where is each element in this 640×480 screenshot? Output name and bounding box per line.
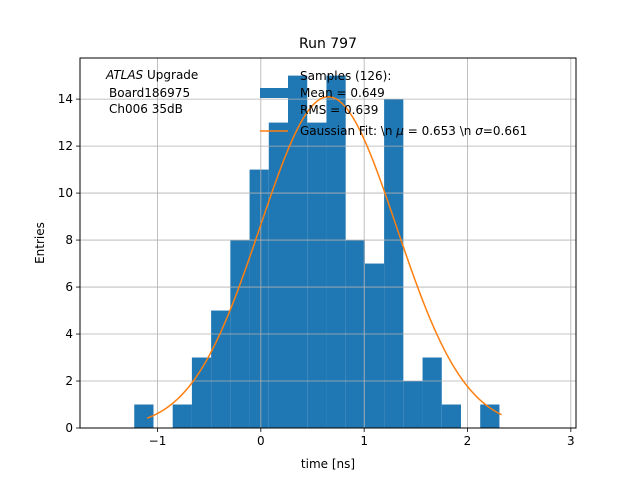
y-tick-label: 14 (58, 92, 73, 106)
histogram-bar (211, 310, 231, 428)
y-axis-ticks: 0 2 4 6 8 10 12 14 (58, 92, 80, 435)
legend-samples: Samples (126): (300, 69, 391, 83)
histogram-bar (326, 75, 346, 428)
annotation-channel: Ch006 35dB (109, 102, 183, 116)
y-tick-label: 6 (65, 280, 73, 294)
x-tick-label: 2 (464, 434, 472, 448)
y-tick-label: 0 (65, 421, 73, 435)
histogram-bar (172, 404, 192, 428)
histogram-bar (268, 122, 289, 428)
histogram-bar (249, 169, 269, 429)
annotation-atlas: ATLAS (105, 68, 144, 82)
svg-text:ATLAS Upgrade: ATLAS Upgrade (105, 68, 198, 82)
legend-rms: RMS = 0.639 (300, 103, 378, 117)
legend-fit: Gaussian Fit: \n μ = 0.653 \n σ=0.661 (300, 124, 527, 138)
annotation-board: Board186975 (109, 86, 190, 100)
histogram-bar (384, 99, 404, 428)
legend-histogram-swatch (260, 88, 288, 98)
x-tick-label: −1 (149, 434, 167, 448)
x-tick-label: 0 (257, 434, 265, 448)
legend-mean: Mean = 0.649 (300, 86, 385, 100)
y-tick-label: 10 (58, 186, 73, 200)
histogram-bar (288, 75, 308, 428)
histogram-bar (441, 404, 461, 428)
y-tick-label: 2 (65, 374, 73, 388)
x-axis-label: time [ns] (301, 457, 355, 471)
histogram-bar (307, 122, 327, 428)
plot-frame (79, 57, 577, 429)
histogram-bar (422, 357, 442, 428)
y-tick-label: 8 (65, 233, 73, 247)
y-tick-label: 4 (65, 327, 73, 341)
x-axis-ticks: −1 0 1 2 3 (149, 428, 575, 448)
gaussian-fit-curve (146, 96, 502, 419)
fit-layer (146, 96, 502, 419)
chart-title: Run 797 (299, 36, 357, 52)
histogram-bar (134, 404, 154, 428)
y-tick-label: 12 (58, 139, 73, 153)
histogram-bar (364, 263, 385, 428)
x-tick-label: 1 (360, 434, 368, 448)
legend: Samples (126): Mean = 0.649 RMS = 0.639 … (260, 69, 527, 138)
x-tick-label: 3 (567, 434, 575, 448)
atlas-annotation: ATLAS Upgrade Board186975 Ch006 35dB (105, 68, 198, 116)
histogram-bar (403, 381, 423, 428)
y-axis-label: Entries (33, 222, 47, 264)
annotation-upgrade: Upgrade (143, 68, 198, 82)
